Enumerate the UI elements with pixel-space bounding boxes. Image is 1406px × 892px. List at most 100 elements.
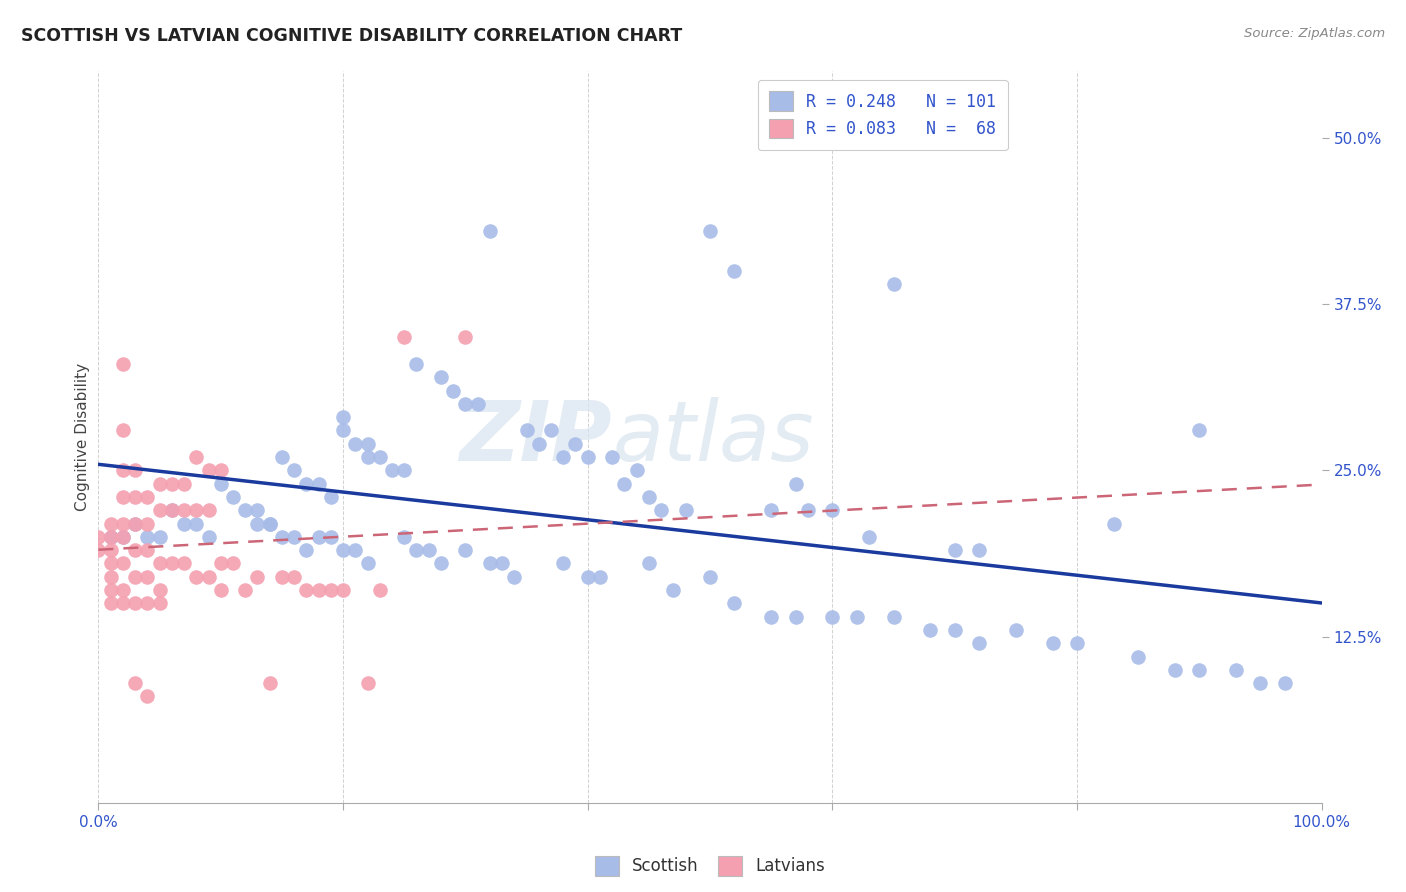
Point — [246, 503, 269, 517]
Point — [478, 224, 501, 238]
Point — [1249, 676, 1271, 690]
Point — [100, 557, 122, 571]
Point — [111, 490, 134, 504]
Point — [589, 570, 612, 584]
Point — [124, 570, 146, 584]
Point — [332, 543, 354, 558]
Point — [1164, 663, 1187, 677]
Text: SCOTTISH VS LATVIAN COGNITIVE DISABILITY CORRELATION CHART: SCOTTISH VS LATVIAN COGNITIVE DISABILITY… — [21, 27, 682, 45]
Point — [136, 490, 159, 504]
Point — [173, 557, 195, 571]
Point — [160, 503, 183, 517]
Point — [883, 277, 905, 292]
Point — [222, 490, 245, 504]
Point — [270, 450, 294, 464]
Point — [699, 570, 721, 584]
Point — [136, 530, 159, 544]
Point — [761, 503, 783, 517]
Point — [675, 503, 697, 517]
Point — [209, 463, 232, 477]
Point — [368, 582, 391, 597]
Point — [381, 463, 404, 477]
Point — [797, 503, 820, 517]
Point — [124, 490, 146, 504]
Point — [553, 557, 575, 571]
Point — [1102, 516, 1125, 531]
Point — [136, 596, 159, 610]
Point — [246, 570, 269, 584]
Point — [1042, 636, 1064, 650]
Point — [344, 436, 367, 450]
Point — [527, 436, 550, 450]
Point — [136, 570, 159, 584]
Point — [626, 463, 648, 477]
Point — [356, 676, 378, 690]
Point — [149, 582, 172, 597]
Point — [515, 424, 537, 438]
Point — [576, 450, 599, 464]
Point — [111, 530, 134, 544]
Point — [332, 424, 354, 438]
Point — [392, 463, 416, 477]
Point — [136, 516, 159, 531]
Point — [344, 543, 367, 558]
Point — [319, 490, 342, 504]
Point — [308, 476, 330, 491]
Point — [111, 596, 134, 610]
Point — [149, 503, 172, 517]
Point — [332, 410, 354, 425]
Point — [454, 397, 477, 411]
Point — [600, 450, 623, 464]
Point — [356, 436, 378, 450]
Point — [259, 516, 281, 531]
Point — [553, 450, 575, 464]
Point — [111, 424, 134, 438]
Point — [430, 557, 453, 571]
Point — [124, 516, 146, 531]
Point — [197, 503, 219, 517]
Point — [845, 609, 868, 624]
Point — [821, 503, 844, 517]
Point — [638, 490, 661, 504]
Point — [100, 543, 122, 558]
Point — [319, 530, 342, 544]
Point — [821, 609, 844, 624]
Text: Source: ZipAtlas.com: Source: ZipAtlas.com — [1244, 27, 1385, 40]
Point — [761, 609, 783, 624]
Point — [356, 450, 378, 464]
Point — [785, 476, 807, 491]
Point — [883, 609, 905, 624]
Point — [209, 476, 232, 491]
Point — [124, 463, 146, 477]
Point — [111, 463, 134, 477]
Point — [100, 530, 122, 544]
Point — [785, 609, 807, 624]
Point — [1188, 663, 1211, 677]
Point — [136, 543, 159, 558]
Point — [111, 357, 134, 371]
Point — [418, 543, 440, 558]
Text: ZIP: ZIP — [460, 397, 612, 477]
Point — [160, 557, 183, 571]
Point — [308, 530, 330, 544]
Point — [149, 530, 172, 544]
Point — [503, 570, 526, 584]
Point — [222, 557, 245, 571]
Point — [149, 476, 172, 491]
Point — [197, 570, 219, 584]
Point — [723, 596, 745, 610]
Point — [576, 570, 599, 584]
Point — [943, 623, 966, 637]
Text: atlas: atlas — [612, 397, 814, 477]
Point — [1128, 649, 1150, 664]
Point — [270, 570, 294, 584]
Point — [259, 676, 281, 690]
Point — [1225, 663, 1247, 677]
Point — [650, 503, 672, 517]
Point — [699, 224, 721, 238]
Point — [454, 330, 477, 344]
Point — [613, 476, 636, 491]
Point — [405, 543, 427, 558]
Point — [87, 543, 110, 558]
Point — [368, 450, 391, 464]
